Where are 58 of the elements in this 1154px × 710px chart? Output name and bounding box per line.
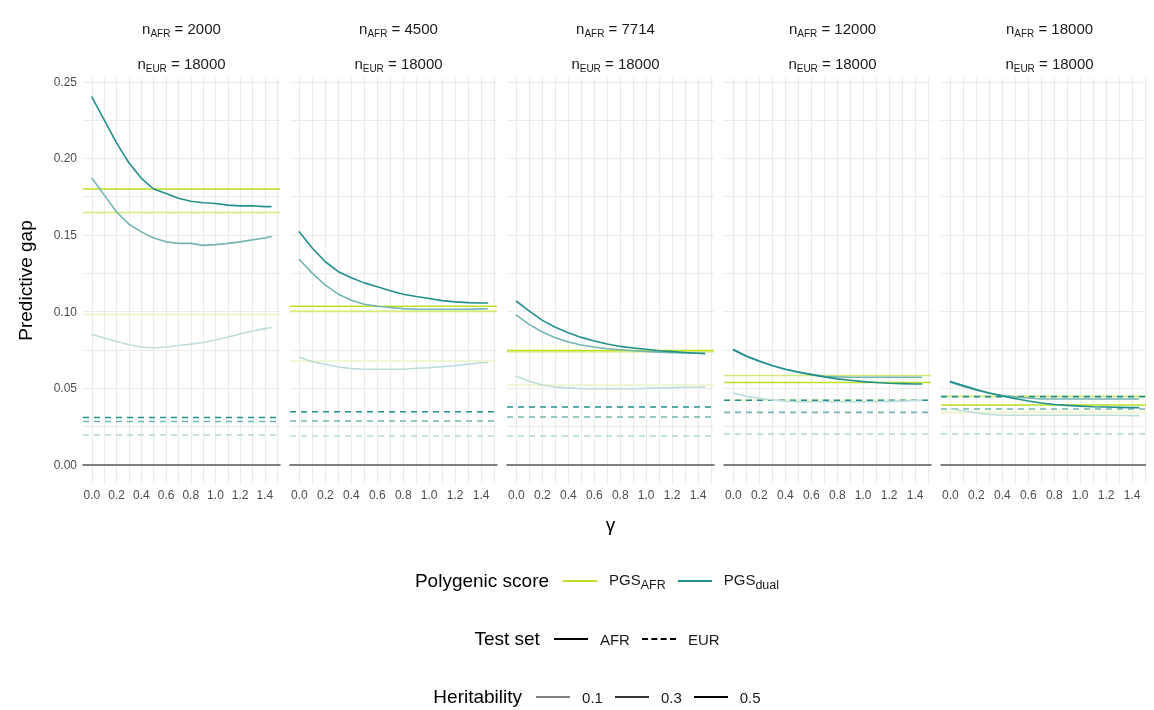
x-tick-label: 0.2 <box>534 488 552 502</box>
x-tick-label: 0.6 <box>157 488 175 502</box>
x-axis-title: γ <box>605 514 616 535</box>
x-tick-label: 0.2 <box>108 488 126 502</box>
text: Heritability <box>433 686 523 708</box>
x-tick-label: 0.6 <box>802 488 820 502</box>
x-tick-label: 1.4 <box>256 488 274 502</box>
x-tick-label: 0.0 <box>942 488 960 502</box>
x-tick-label: 1.4 <box>472 488 490 502</box>
text: PGS$_{AFR}$ <box>609 570 666 592</box>
y-tick-label: 0.20 <box>53 151 78 166</box>
x-tick-label: 1.2 <box>880 488 898 502</box>
text: 0.1 <box>582 688 603 706</box>
y-tick-label: 0.10 <box>53 304 78 319</box>
y-tick-label: 0.25 <box>53 74 78 89</box>
y-tick-label: 0.00 <box>53 457 78 472</box>
x-tick-label: 1.2 <box>446 488 464 502</box>
x-tick-label: 0.8 <box>182 488 200 502</box>
x-tick-label: 0.6 <box>1019 488 1037 502</box>
text: PGS$_{dual}$ <box>723 570 780 592</box>
x-tick-label: 0.8 <box>828 488 846 502</box>
x-tick-label: 0.8 <box>1045 488 1063 502</box>
x-tick-label: 1.0 <box>1071 488 1089 502</box>
x-tick-label: 1.2 <box>1097 488 1115 502</box>
x-tick-label: 1.2 <box>663 488 681 502</box>
x-tick-label: 0.2 <box>317 488 335 502</box>
text: AFR <box>599 630 630 648</box>
x-tick-label: 1.0 <box>854 488 872 502</box>
x-tick-label: 0.6 <box>368 488 386 502</box>
x-tick-label: 0.4 <box>993 488 1011 502</box>
x-tick-label: 0.4 <box>133 488 151 502</box>
text: Test set <box>474 628 540 650</box>
x-tick-label: 0.0 <box>291 488 309 502</box>
x-tick-label: 0.6 <box>585 488 603 502</box>
x-tick-label: 0.0 <box>725 488 743 502</box>
x-tick-label: 1.0 <box>420 488 438 502</box>
x-tick-label: 1.4 <box>689 488 707 502</box>
x-tick-label: 0.2 <box>751 488 769 502</box>
x-tick-label: 1.4 <box>1123 488 1141 502</box>
x-tick-label: 0.0 <box>508 488 526 502</box>
x-tick-label: 0.8 <box>394 488 412 502</box>
x-tick-label: 0.4 <box>559 488 577 502</box>
x-tick-label: 1.0 <box>637 488 655 502</box>
x-tick-label: 1.4 <box>906 488 924 502</box>
text: EUR <box>687 630 720 648</box>
x-tick-label: 0.0 <box>83 488 101 502</box>
y-tick-label: 0.15 <box>53 227 78 242</box>
x-tick-label: 0.8 <box>611 488 629 502</box>
x-tick-label: 0.2 <box>968 488 986 502</box>
x-tick-label: 1.2 <box>231 488 249 502</box>
x-tick-label: 0.4 <box>776 488 794 502</box>
x-tick-label: 1.0 <box>207 488 225 502</box>
y-axis-title: Predictive gap <box>15 220 36 341</box>
text: Polygenic score <box>414 570 550 592</box>
x-tick-label: 0.4 <box>342 488 360 502</box>
text: 0.5 <box>739 688 761 706</box>
text: 0.3 <box>660 688 682 706</box>
y-tick-label: 0.05 <box>53 381 78 396</box>
